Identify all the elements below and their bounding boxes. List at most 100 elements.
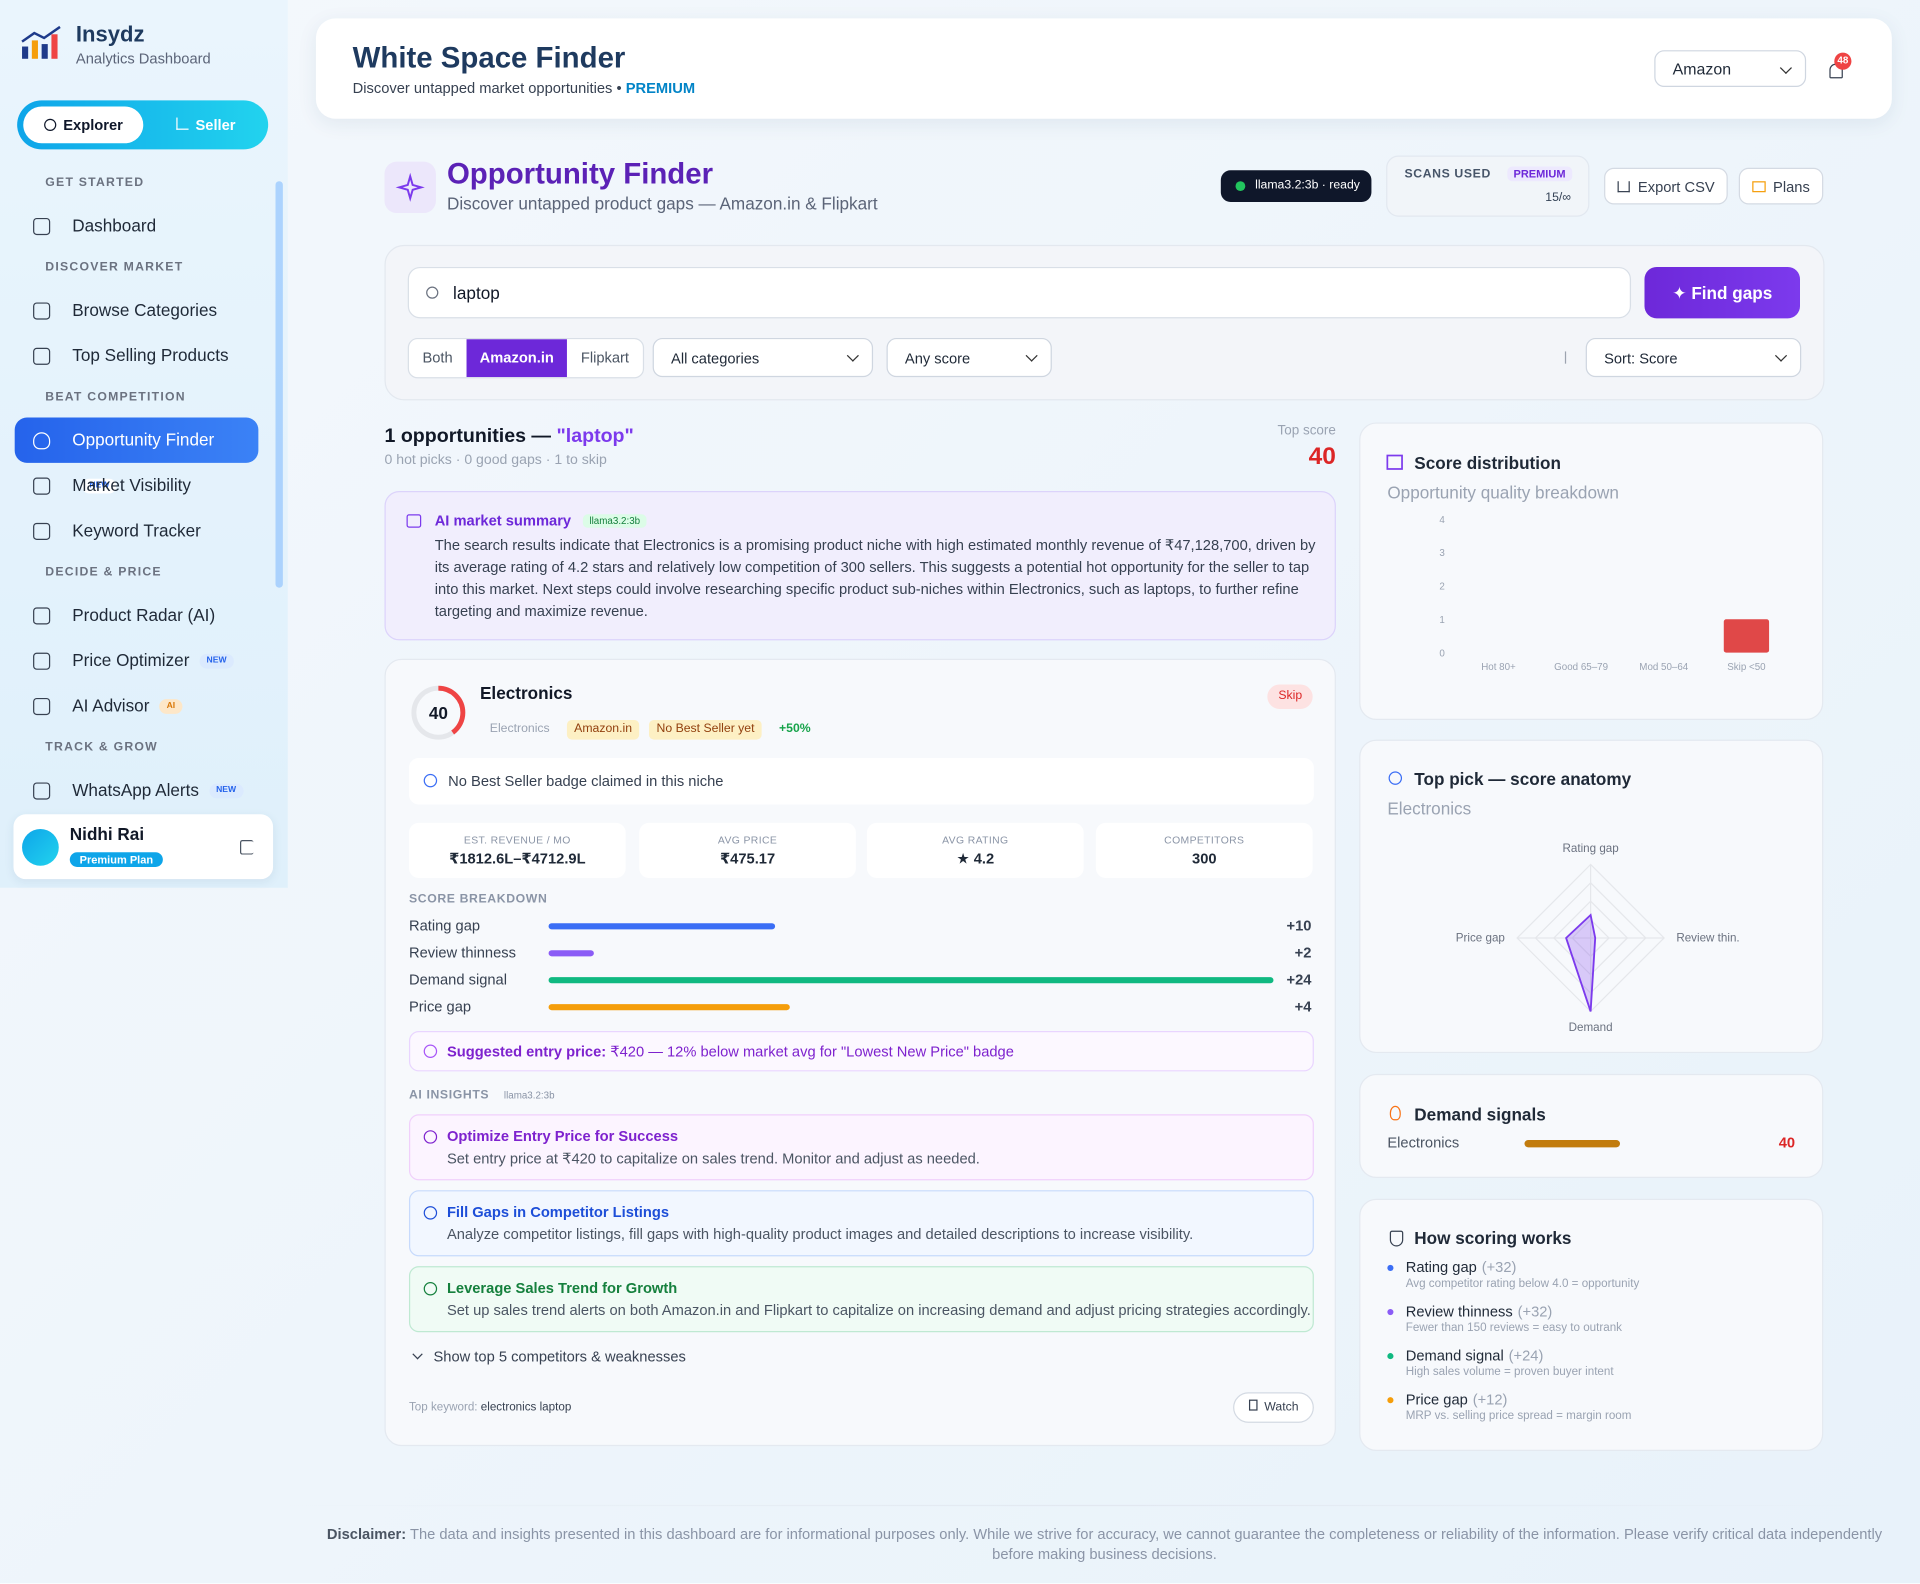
shape xyxy=(51,34,58,59)
breakdown-value: +10 xyxy=(1286,917,1312,935)
export-button[interactable]: Export CSV xyxy=(1604,167,1728,205)
plans-button[interactable]: Plans xyxy=(1738,167,1824,205)
insight-icon xyxy=(423,1282,438,1296)
top-keyword: Top keyword: electronics laptop xyxy=(409,1401,571,1414)
demand-bar xyxy=(1524,1140,1620,1148)
text: The data and insights presented in this … xyxy=(409,1525,1883,1563)
nav-item[interactable]: Price Optimizer NEW xyxy=(0,638,260,683)
results-summary: 0 hot picks · 0 good gaps · 1 to skip xyxy=(384,453,607,468)
page-subtitle: Discover untapped product gaps — Amazon.… xyxy=(446,193,878,214)
category-select[interactable]: All categories xyxy=(652,337,874,378)
ring-value: 40 xyxy=(429,703,448,723)
scoring-points: (+12) xyxy=(1472,1391,1508,1409)
text: llama3.2:3b xyxy=(503,1089,555,1101)
find-gaps-button[interactable]: ✦ Find gaps xyxy=(1644,266,1800,319)
text: Watch xyxy=(1264,1400,1299,1415)
nav-icon xyxy=(33,697,51,716)
nav-item[interactable]: Dashboard xyxy=(0,203,260,248)
text: Export CSV xyxy=(1637,178,1715,196)
sort-select[interactable]: Sort: Score xyxy=(1585,337,1802,378)
icon: Suggested entry price: ₹420 — 12% below … xyxy=(447,1043,1014,1060)
text: Amazon xyxy=(1672,60,1732,79)
breakdown-value: +24 xyxy=(1286,971,1312,989)
sort-icon[interactable] xyxy=(1564,351,1574,364)
watch-button[interactable]: Watch xyxy=(1233,1392,1314,1423)
nav-item[interactable]: Product Radar (AI) xyxy=(0,593,260,638)
scoring-bullet xyxy=(1387,1353,1394,1360)
nav-label: Product Radar (AI) xyxy=(72,604,216,625)
logo xyxy=(21,25,61,59)
trend: +50% xyxy=(779,722,811,736)
icon xyxy=(1389,1105,1401,1121)
tag: Electronics xyxy=(489,722,550,736)
metric-value: ★ 4.2 xyxy=(956,849,995,867)
anatomy-title: Top pick — score anatomy xyxy=(1414,768,1632,789)
header-subtitle: Discover untapped market opportunities •… xyxy=(353,80,695,97)
breakdown-title: SCORE BREAKDOWN xyxy=(408,892,548,907)
platform-option[interactable]: Flipkart xyxy=(580,348,630,367)
radar-label: Demand xyxy=(1569,1021,1613,1034)
shape xyxy=(395,172,425,202)
icon xyxy=(406,514,422,528)
nav-item[interactable]: AI Advisor AI xyxy=(0,683,260,728)
radar-shape xyxy=(1565,913,1597,1012)
nav-icon xyxy=(33,782,51,800)
metric: AVG RATING ★ 4.2 xyxy=(866,822,1084,878)
nav-item[interactable]: WhatsApp Alerts NEW xyxy=(0,768,260,808)
x-tick-label: Skip <50 xyxy=(1727,662,1766,673)
logout[interactable] xyxy=(240,840,254,855)
nav-item[interactable]: Keyword Tracker xyxy=(0,508,260,553)
platform-option[interactable]: Both xyxy=(422,348,453,367)
nav-item[interactable]: Top Selling Products xyxy=(0,333,260,378)
insight: Optimize Entry Price for Success Set entr… xyxy=(408,1114,1314,1181)
shape xyxy=(31,40,38,59)
icon xyxy=(1389,1230,1404,1247)
scoring-name: Price gap xyxy=(1405,1391,1468,1409)
mode-explorer[interactable]: Explorer xyxy=(23,106,144,144)
sidebar: Insydz Analytics Dashboard Explorer Sell… xyxy=(0,0,288,888)
results-heading: 1 opportunities — "laptop" xyxy=(384,426,633,448)
nav-label: AI Advisor xyxy=(72,695,150,716)
insights-title: AI INSIGHTS llama3.2:3b xyxy=(409,1089,555,1102)
scoring-desc: High sales volume = proven buyer intent xyxy=(1405,1365,1614,1379)
x-tick-label: Hot 80+ xyxy=(1481,662,1516,673)
anatomy-subtitle: Electronics xyxy=(1387,798,1472,818)
card-tags: Electronics Amazon.in No Best Seller yet +5… xyxy=(482,716,827,740)
icon xyxy=(423,773,438,788)
competitors-toggle[interactable]: Show top 5 competitors & weaknesses xyxy=(411,1348,686,1365)
nav-label: Top Selling Products xyxy=(72,345,229,365)
ai-summary: AI market summary llama3.2:3b The search … xyxy=(384,491,1336,641)
nav-label: Browse Categories xyxy=(72,300,218,320)
icon xyxy=(426,286,439,299)
insight-title: Optimize Entry Price for Success xyxy=(446,1127,679,1145)
scrollbar[interactable] xyxy=(275,181,283,588)
nav-item[interactable]: Market Visibility xyxy=(0,463,260,508)
x-tick-label: Good 65–79 xyxy=(1554,662,1608,673)
notification-count: 48 xyxy=(1834,52,1852,70)
search-input[interactable]: laptop xyxy=(407,266,1632,319)
text: AI INSIGHTS xyxy=(408,1088,490,1103)
scoring-name: Demand signal xyxy=(1405,1346,1504,1365)
icon xyxy=(412,1349,423,1360)
premium-badge: PREMIUM xyxy=(625,79,696,97)
radar-label: Review thin. xyxy=(1676,932,1739,945)
platform-option[interactable]: Amazon.in xyxy=(466,339,568,378)
breakdown-name: Rating gap xyxy=(408,917,481,935)
score-select[interactable]: Any score xyxy=(886,337,1052,378)
nav-item[interactable]: Opportunity Finder NEW xyxy=(14,417,259,494)
tag: No Best Seller yet xyxy=(649,720,762,740)
nav-item[interactable]: Browse Categories xyxy=(0,288,260,333)
ai-summary-text: The search results indicate that Electro… xyxy=(434,536,1316,620)
price-text: ₹420 — 12% below market avg for "Lowest … xyxy=(610,1043,1014,1061)
nav-icon xyxy=(33,432,51,450)
platform-toggle: Both Amazon.in Flipkart xyxy=(407,337,644,379)
nav-section: DISCOVER MARKET xyxy=(45,260,184,275)
insight: Fill Gaps in Competitor Listings Analyze … xyxy=(408,1190,1314,1257)
scoring-item: Demand signal (+24) xyxy=(1406,1347,1544,1364)
user-name: Nidhi Rai xyxy=(69,824,145,844)
marketplace-select[interactable]: Amazon xyxy=(1654,50,1807,87)
mode-seller[interactable]: Seller xyxy=(149,107,262,144)
ai-summary-model: llama3.2:3b xyxy=(583,514,647,528)
bar xyxy=(1723,619,1770,653)
page-title: Opportunity Finder xyxy=(446,157,714,192)
